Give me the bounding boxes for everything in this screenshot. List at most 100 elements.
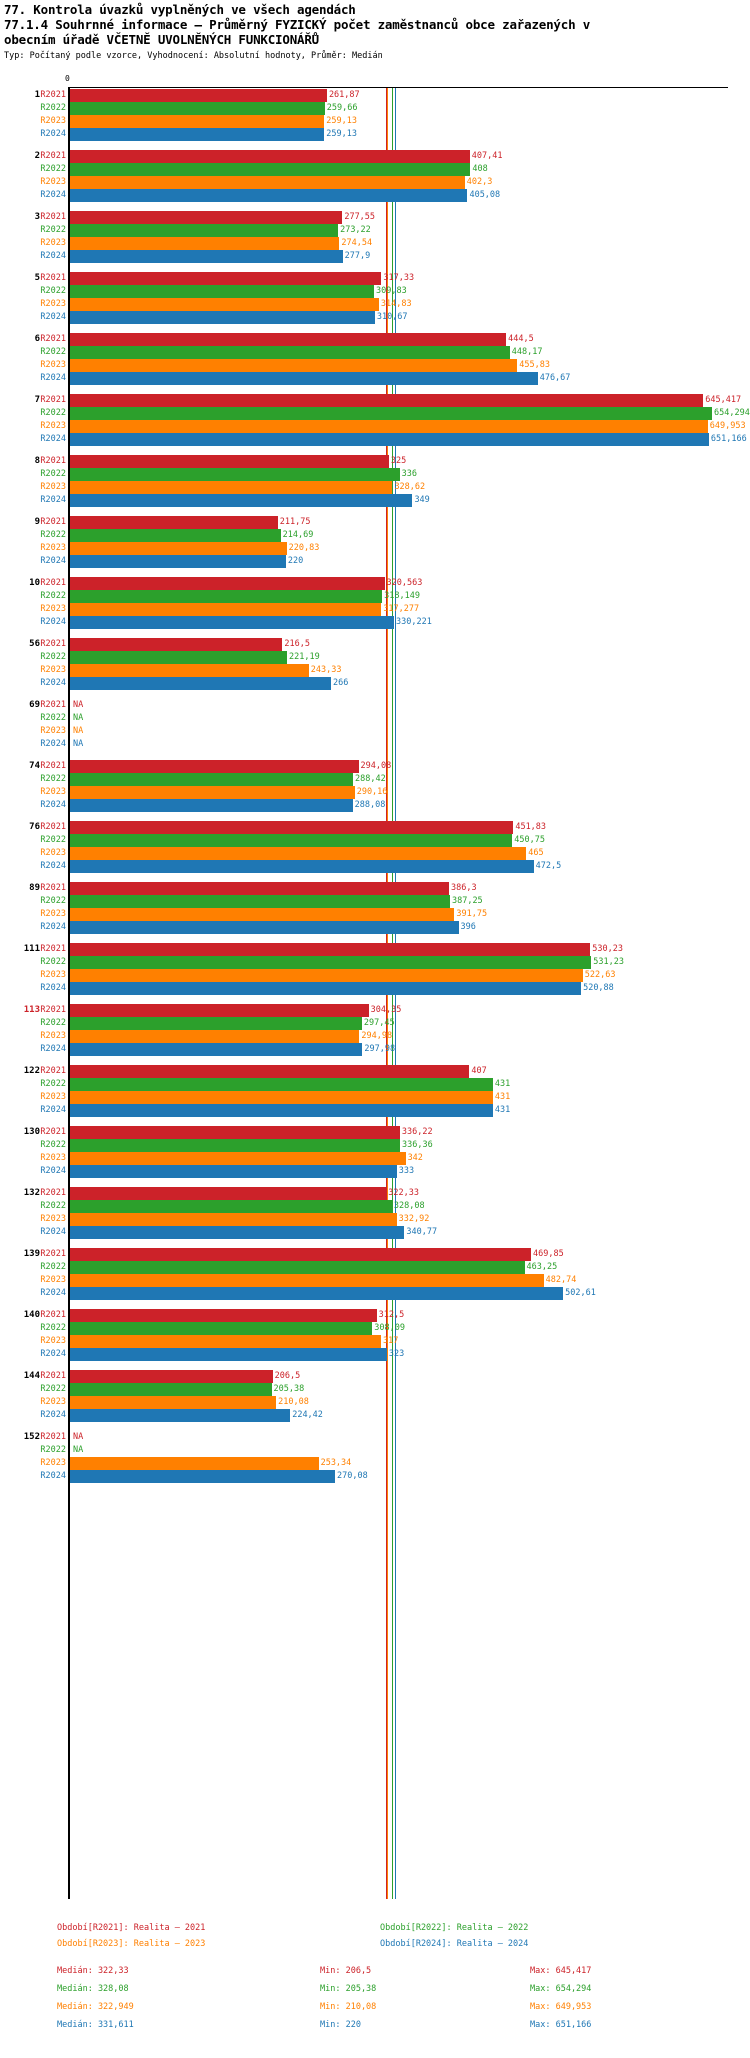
bar-row[interactable]: R2024 349 [0,494,750,507]
bar-r2023[interactable] [70,1152,406,1165]
bar-row[interactable]: R2022 221,19 [0,651,750,664]
bar-row[interactable]: R2021 261,87 [0,89,750,102]
bar-r2024[interactable] [70,616,395,629]
bar-r2022[interactable] [70,407,712,420]
bar-row[interactable]: R2023 431 [0,1091,750,1104]
bar-r2024[interactable] [70,1043,363,1056]
bar-r2021[interactable] [70,516,278,529]
bar-row[interactable]: R2022 318,149 [0,590,750,603]
bar-row[interactable]: R2024 472,5 [0,860,750,873]
bar-r2021[interactable] [70,882,450,895]
bar-r2024[interactable] [70,1287,564,1300]
bar-r2023[interactable] [70,969,583,982]
bar-r2021[interactable] [70,821,514,834]
bar-row[interactable]: R2021 206,5 [0,1370,750,1383]
bar-r2021[interactable] [70,272,382,285]
bar-r2022[interactable] [70,1017,362,1030]
bar-row[interactable]: R2022 463,25 [0,1261,750,1274]
bar-r2021[interactable] [70,1248,532,1261]
bar-row[interactable]: R2021 211,75 [0,516,750,529]
bar-r2021[interactable] [70,1004,369,1017]
bar-r2023[interactable] [70,481,393,494]
bar-r2021[interactable] [70,638,283,651]
bar-row[interactable]: R2021 325 [0,455,750,468]
bar-r2024[interactable] [70,921,459,934]
bar-r2023[interactable] [70,1213,397,1226]
bar-row[interactable]: R2024 220 [0,555,750,568]
bar-r2024[interactable] [70,433,709,446]
bar-r2022[interactable] [70,956,592,969]
bar-r2023[interactable] [70,237,340,250]
bar-r2022[interactable] [70,468,400,481]
bar-row[interactable]: R2024 288,08 [0,799,750,812]
bar-row[interactable]: R2023 328,62 [0,481,750,494]
bar-row[interactable]: R2024 476,67 [0,372,750,385]
bar-row[interactable]: R2023 482,74 [0,1274,750,1287]
bar-r2022[interactable] [70,1322,373,1335]
bar-r2023[interactable] [70,420,708,433]
bar-row[interactable]: R2023 402,3 [0,176,750,189]
bar-row[interactable]: R2024 266 [0,677,750,690]
bar-row[interactable]: R2023 220,83 [0,542,750,555]
bar-row[interactable]: R2021 444,5 [0,333,750,346]
bar-r2023[interactable] [70,908,455,921]
bar-row[interactable]: R2023 294,98 [0,1030,750,1043]
bar-row[interactable]: R2021 294,08 [0,760,750,773]
bar-row[interactable]: R2022 273,22 [0,224,750,237]
bar-row[interactable]: R2021 277,55 [0,211,750,224]
bar-r2022[interactable] [70,1200,392,1213]
bar-r2023[interactable] [70,603,382,616]
bar-r2021[interactable] [70,211,343,224]
bar-r2024[interactable] [70,982,582,995]
bar-row[interactable]: R2021 NA [0,699,750,712]
bar-r2023[interactable] [70,1396,277,1409]
bar-row[interactable]: R2023 274,54 [0,237,750,250]
bar-r2023[interactable] [70,786,355,799]
bar-r2022[interactable] [70,102,325,115]
bar-row[interactable]: R2023 243,33 [0,664,750,677]
bar-r2023[interactable] [70,298,379,311]
bar-r2021[interactable] [70,1065,470,1078]
bar-row[interactable]: R2024 651,166 [0,433,750,446]
bar-row[interactable]: R2021 312,5 [0,1309,750,1322]
bar-row[interactable]: R2024 270,08 [0,1470,750,1483]
bar-r2021[interactable] [70,1126,400,1139]
bar-row[interactable]: R2021 320,563 [0,577,750,590]
bar-r2021[interactable] [70,760,359,773]
bar-row[interactable]: R2023 317 [0,1335,750,1348]
bar-row[interactable]: R2023 465 [0,847,750,860]
bar-row[interactable]: R2023 NA [0,725,750,738]
bar-r2023[interactable] [70,1335,382,1348]
bar-r2021[interactable] [70,943,591,956]
bar-r2022[interactable] [70,285,374,298]
bar-row[interactable]: R2021 451,83 [0,821,750,834]
bar-r2024[interactable] [70,494,413,507]
bar-row[interactable]: R2022 387,25 [0,895,750,908]
bar-row[interactable]: R2022 336 [0,468,750,481]
bar-r2021[interactable] [70,1370,273,1383]
bar-row[interactable]: R2024 431 [0,1104,750,1117]
bar-row[interactable]: R2022 336,36 [0,1139,750,1152]
bar-row[interactable]: R2021 317,33 [0,272,750,285]
bar-r2021[interactable] [70,577,385,590]
bar-row[interactable]: R2021 407 [0,1065,750,1078]
bar-r2024[interactable] [70,311,375,324]
bar-row[interactable]: R2022 448,17 [0,346,750,359]
bar-row[interactable]: R2021 469,85 [0,1248,750,1261]
bar-r2021[interactable] [70,1309,377,1322]
bar-row[interactable]: R2022 654,294 [0,407,750,420]
bar-r2024[interactable] [70,555,286,568]
bar-r2022[interactable] [70,224,339,237]
bar-r2023[interactable] [70,1091,493,1104]
bar-row[interactable]: R2022 NA [0,712,750,725]
bar-r2022[interactable] [70,834,513,847]
bar-r2022[interactable] [70,1078,493,1091]
bar-row[interactable]: R2024 340,77 [0,1226,750,1239]
bar-row[interactable]: R2021 645,417 [0,394,750,407]
bar-row[interactable]: R2023 290,16 [0,786,750,799]
bar-row[interactable]: R2024 333 [0,1165,750,1178]
bar-row[interactable]: R2024 323 [0,1348,750,1361]
bar-row[interactable]: R2022 297,45 [0,1017,750,1030]
bar-r2024[interactable] [70,250,343,263]
bar-r2024[interactable] [70,860,534,873]
